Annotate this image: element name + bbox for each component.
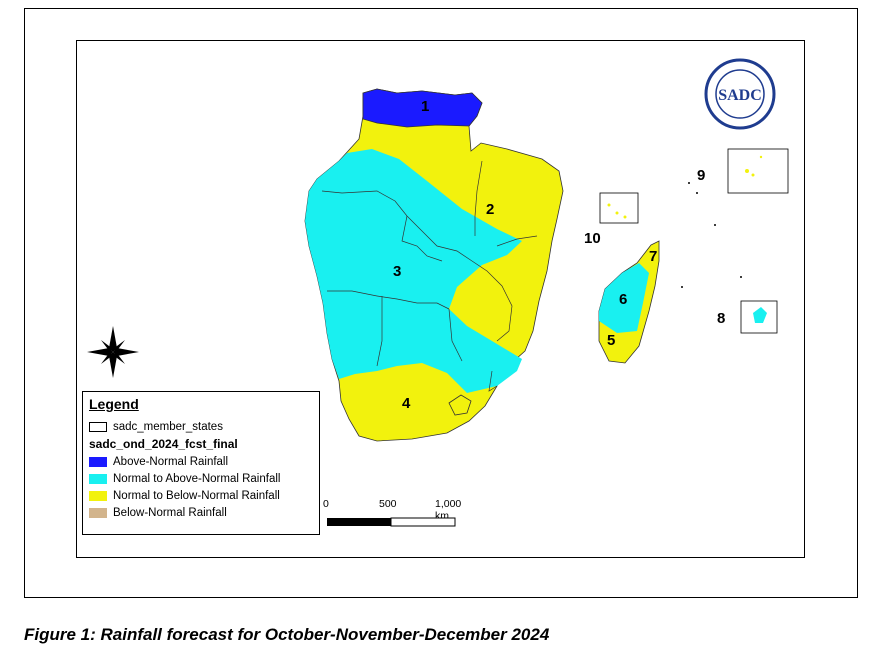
- legend-item-label: Above-Normal Rainfall: [113, 455, 229, 468]
- madagascar-cyan-region: [599, 263, 649, 333]
- legend-item-label: Below-Normal Rainfall: [113, 506, 227, 519]
- seychelles-isle: [745, 169, 749, 173]
- zone-label-7: 7: [649, 248, 658, 265]
- comoros-isle: [623, 215, 627, 219]
- legend-outline-row: sadc_member_states: [89, 418, 313, 435]
- mauritius-inset: [740, 300, 778, 334]
- comoros-isle: [607, 203, 611, 207]
- country-borders: [321, 160, 538, 392]
- map-frame: SADC 1 2 3 4 5 6 7 8 9 10: [76, 40, 805, 558]
- figure-caption: Figure 1: Rainfall forecast for October-…: [24, 625, 550, 644]
- legend-swatch-normal-above: [89, 473, 107, 484]
- scale-segment-dark: [327, 518, 391, 526]
- islet: [714, 224, 716, 226]
- mainland-cyan-region: [305, 149, 522, 393]
- scale-bar-graphic: [327, 517, 456, 527]
- scale-segment-light: [390, 517, 456, 527]
- zone-label-6: 6: [619, 291, 628, 308]
- legend-item-label: Normal to Below-Normal Rainfall: [113, 489, 280, 502]
- legend-item: Below-Normal Rainfall: [89, 504, 313, 521]
- mauritius-island: [753, 307, 767, 323]
- inner-border-lesotho: [448, 394, 472, 416]
- sadc-logo-text: SADC: [718, 87, 762, 104]
- zone-label-10: 10: [584, 230, 601, 247]
- islet: [740, 276, 742, 278]
- legend-outline-label: sadc_member_states: [113, 420, 223, 433]
- legend-item: Normal to Above-Normal Rainfall: [89, 470, 313, 487]
- legend-outline-swatch: [89, 421, 107, 432]
- legend: Legend sadc_member_states sadc_ond_2024_…: [82, 391, 320, 535]
- seychelles-isle: [759, 155, 763, 159]
- figure-frame: [24, 8, 858, 598]
- legend-item-label: Normal to Above-Normal Rainfall: [113, 472, 281, 485]
- comoros-inset: [599, 192, 639, 224]
- legend-item: Normal to Below-Normal Rainfall: [89, 487, 313, 504]
- sadc-logo: SADC: [704, 58, 776, 130]
- scale-tick-500: 500: [379, 498, 397, 510]
- north-arrow-icon: [87, 326, 139, 378]
- islet: [681, 286, 683, 288]
- legend-title: Legend: [89, 396, 139, 412]
- scale-tick-0: 0: [323, 498, 329, 510]
- zone-label-9: 9: [697, 167, 706, 184]
- zone-label-8: 8: [717, 310, 726, 327]
- mainland-blue-region: [362, 88, 483, 128]
- zone-label-4: 4: [402, 395, 411, 412]
- legend-swatch-normal-below: [89, 490, 107, 501]
- islet: [688, 182, 690, 184]
- zone-label-2: 2: [486, 201, 495, 218]
- zone-label-1: 1: [421, 98, 430, 115]
- seychelles-inset: [727, 148, 789, 194]
- seychelles-isle: [751, 173, 755, 177]
- scale-bar: 0 500 1,000 km: [323, 498, 463, 538]
- islet: [696, 192, 698, 194]
- comoros-isle: [615, 211, 619, 215]
- legend-swatch-below: [89, 507, 107, 518]
- legend-item: Above-Normal Rainfall: [89, 453, 313, 470]
- legend-swatch-above: [89, 456, 107, 467]
- zone-label-5: 5: [607, 332, 616, 349]
- zone-label-3: 3: [393, 263, 402, 280]
- legend-layer-name: sadc_ond_2024_fcst_final: [89, 437, 238, 451]
- map-svg: SADC: [87, 58, 789, 442]
